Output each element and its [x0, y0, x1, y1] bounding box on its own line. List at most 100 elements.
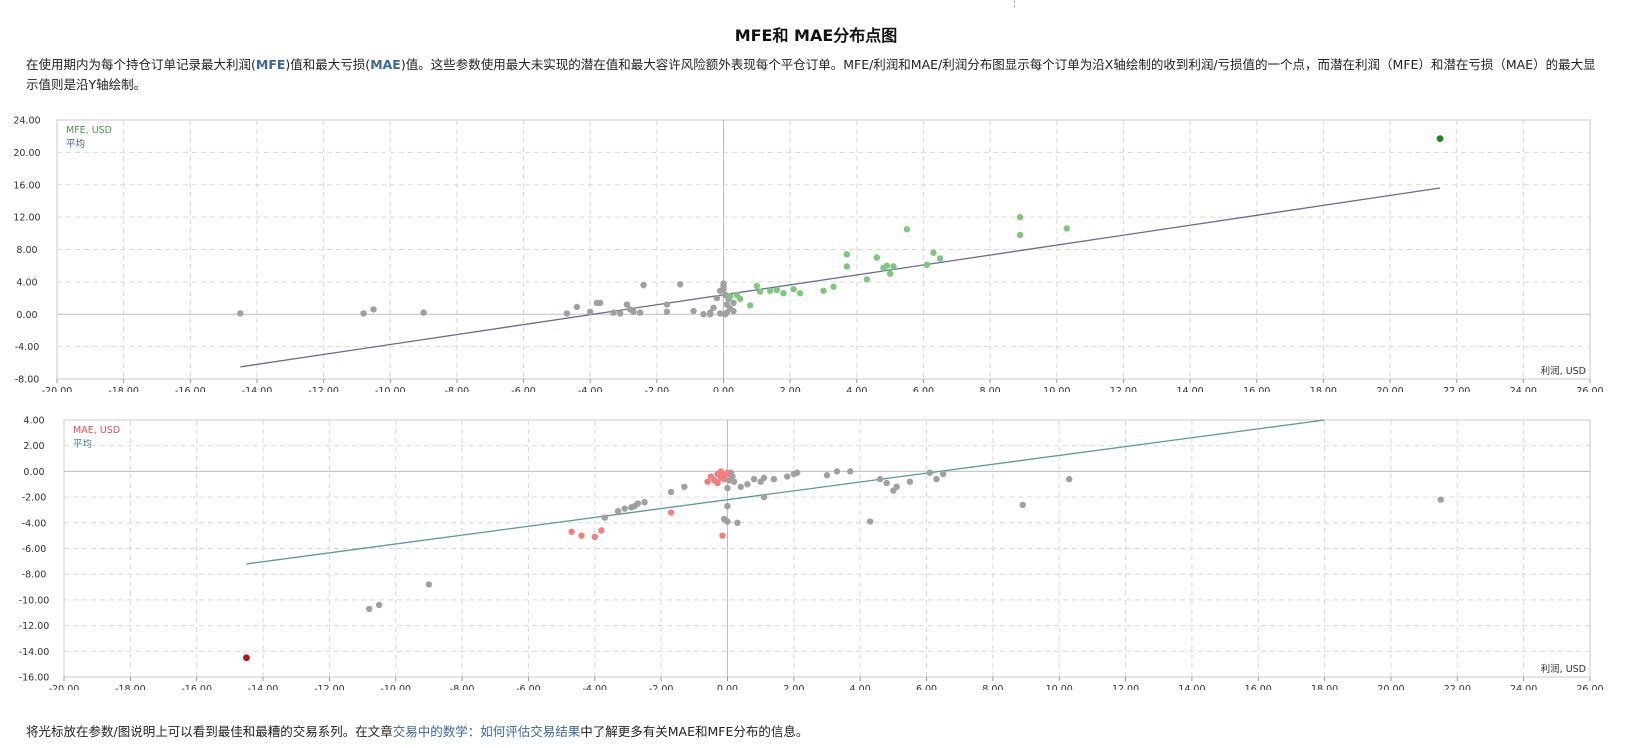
best-trade-point — [1436, 135, 1444, 143]
profit-trade-point — [820, 287, 827, 294]
profit-trade-point — [886, 270, 894, 277]
x-tick-label: 26.00 — [1576, 386, 1603, 392]
x-tick-label: 26.00 — [1576, 684, 1603, 690]
x-tick-label: 0.00 — [717, 684, 738, 690]
y-tick-label: -4.00 — [15, 342, 40, 353]
x-tick-label: 8.00 — [982, 684, 1003, 690]
profit-trade-point — [876, 475, 884, 483]
profit-trade-point — [936, 255, 944, 262]
profit-trade-point — [843, 263, 851, 270]
x-tick-label: 4.00 — [850, 684, 871, 690]
profit-trade-point — [736, 295, 744, 303]
loss-trade-point — [724, 469, 731, 476]
mfe-chart[interactable]: -20.00 -18.00 -16.00 -14.00 -12.00 -10.00 -8.0… — [0, 112, 1632, 393]
profit-trade-point — [667, 488, 675, 496]
profit-trade-point — [746, 302, 754, 309]
profit-trade-point — [621, 505, 628, 512]
profit-trade-point — [773, 286, 781, 294]
profit-trade-point — [641, 499, 648, 506]
y-tick-label: 4.00 — [23, 416, 44, 427]
x-tick-label: 24.00 — [1510, 386, 1537, 392]
mae-chart[interactable]: -20.00 -18.00 -16.00 -14.00 -12.00 -10.00 -8.0… — [0, 400, 1632, 691]
loss-trade-point — [720, 475, 728, 483]
profit-trade-point — [873, 254, 881, 261]
profit-trade-point — [634, 500, 642, 507]
article-link[interactable]: 交易中的数学：如何评估交易结果 — [392, 724, 581, 739]
profit-trade-point — [783, 473, 791, 480]
x-tick-label: -4.00 — [582, 684, 607, 690]
x-tick-label: -2.00 — [649, 684, 674, 690]
x-tick-label: 18.00 — [1310, 386, 1337, 392]
loss-trade-point — [597, 299, 604, 307]
loss-trade-point — [630, 308, 637, 316]
loss-trade-point — [563, 310, 571, 317]
loss-trade-point — [237, 310, 244, 317]
y-tick-label: 24.00 — [13, 116, 40, 127]
x-tick-label: 16.00 — [1245, 684, 1272, 690]
profit-trade-point — [375, 601, 383, 609]
loss-trade-point — [598, 527, 605, 534]
profit-trade-point — [1437, 496, 1444, 503]
loss-trade-point — [591, 533, 598, 541]
profit-trade-point — [753, 282, 761, 290]
loss-trade-point — [700, 311, 707, 318]
profit-trade-point — [833, 468, 841, 475]
y-tick-label: -8.00 — [15, 375, 40, 386]
x-tick-label: -14.00 — [242, 386, 273, 392]
loss-trade-point — [663, 308, 671, 316]
x-axis-label: 利润, USD — [1541, 365, 1586, 377]
desc-highlight: MAE — [370, 57, 401, 72]
footer-text-before: 将光标放在参数/图说明上可以看到最佳和最糟的交易系列。在文章 — [26, 724, 393, 739]
profit-trade-point — [724, 502, 731, 510]
profit-trade-point — [866, 518, 874, 525]
top-gridline-stub — [1014, 0, 1015, 8]
profit-trade-point — [750, 475, 758, 483]
y-tick-label: 2.00 — [23, 441, 44, 452]
profit-trade-point — [681, 483, 688, 491]
profit-trade-point — [890, 263, 897, 270]
x-tick-label: 6.00 — [913, 386, 934, 392]
y-tick-label: -10.00 — [19, 595, 50, 606]
profit-trade-point — [903, 226, 911, 233]
legend-label: MAE, USD — [73, 425, 120, 436]
x-tick-label: 0.00 — [713, 386, 734, 392]
loss-trade-point — [370, 306, 377, 313]
x-tick-label: 2.00 — [780, 386, 801, 392]
x-tick-label: -16.00 — [175, 386, 206, 392]
x-tick-label: 18.00 — [1311, 684, 1338, 690]
profit-trade-point — [726, 293, 734, 300]
x-axis-label: 利润, USD — [1541, 663, 1586, 675]
profit-trade-point — [1019, 501, 1026, 509]
profit-trade-point — [893, 483, 900, 491]
profit-trade-point — [796, 290, 804, 297]
x-tick-label: -6.00 — [516, 684, 541, 690]
legend-average-label: 平均 — [73, 438, 92, 450]
loss-trade-point — [730, 299, 737, 307]
profit-trade-point — [933, 475, 940, 483]
loss-trade-point — [730, 307, 737, 315]
x-tick-label: 22.00 — [1443, 386, 1470, 392]
y-tick-label: 16.00 — [13, 180, 40, 191]
profit-trade-point — [847, 468, 854, 475]
loss-trade-point — [713, 294, 721, 302]
average-line — [246, 419, 1325, 565]
profit-trade-point — [863, 276, 871, 283]
y-tick-label: 0.00 — [16, 310, 37, 321]
y-tick-label: 0.00 — [23, 467, 44, 478]
profit-trade-point — [883, 262, 891, 269]
profit-trade-point — [906, 478, 914, 485]
profit-trade-point — [823, 472, 831, 479]
loss-trade-point — [690, 307, 697, 315]
profit-trade-point — [793, 469, 801, 476]
profit-trade-point — [923, 261, 931, 269]
loss-trade-point — [706, 311, 714, 318]
x-tick-label: -18.00 — [108, 386, 139, 392]
page-title: MFE和 MAE分布点图 — [734, 26, 898, 45]
x-tick-label: 10.00 — [1043, 386, 1070, 392]
desc-text: 在使用期内为每个持仓订单记录最大利润( — [26, 57, 256, 72]
y-tick-label: -6.00 — [22, 544, 47, 555]
x-tick-label: 14.00 — [1178, 684, 1205, 690]
profit-trade-point — [939, 470, 947, 478]
profit-trade-point — [744, 481, 751, 488]
profit-trade-point — [756, 288, 764, 295]
